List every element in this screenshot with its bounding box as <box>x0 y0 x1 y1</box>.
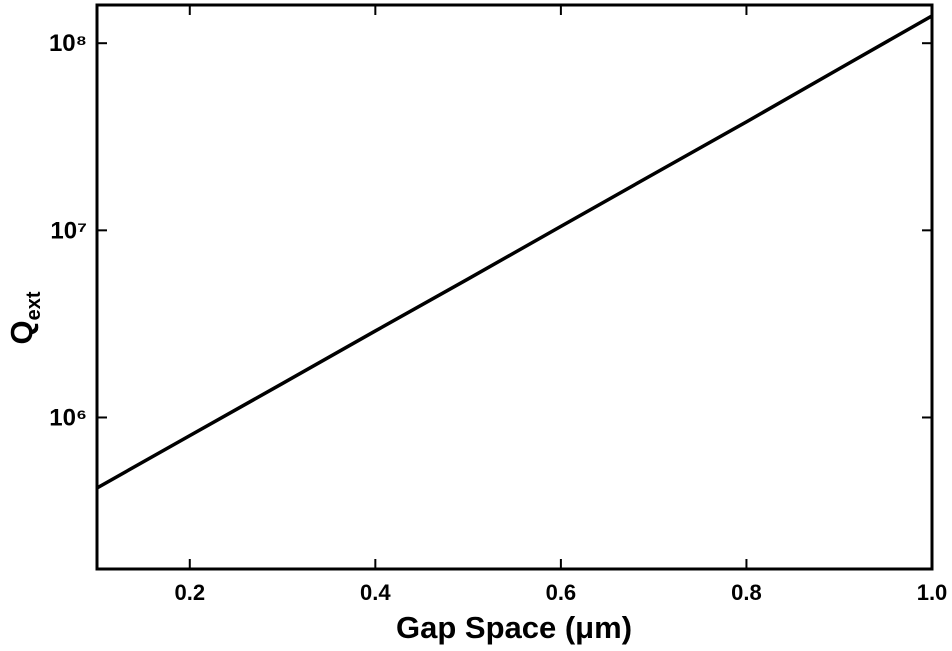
y-axis-label: Qext <box>4 291 45 344</box>
x-tick-label: 1.0 <box>917 580 948 605</box>
x-axis-label: Gap Space (μm) <box>396 610 632 645</box>
y-tick-label: 10⁶ <box>49 404 87 431</box>
x-tick-label: 0.6 <box>546 580 577 605</box>
x-tick-label: 0.8 <box>731 580 762 605</box>
data-line <box>96 14 933 490</box>
y-tick-label: 10⁷ <box>50 217 87 244</box>
x-tick-label: 0.2 <box>174 580 205 605</box>
y-axis-label-main: Q <box>4 320 39 344</box>
plot-frame <box>95 3 934 571</box>
y-tick-label: 10⁸ <box>49 30 87 57</box>
y-axis-label-sub: ext <box>23 291 45 320</box>
x-tick-label: 0.4 <box>360 580 391 605</box>
